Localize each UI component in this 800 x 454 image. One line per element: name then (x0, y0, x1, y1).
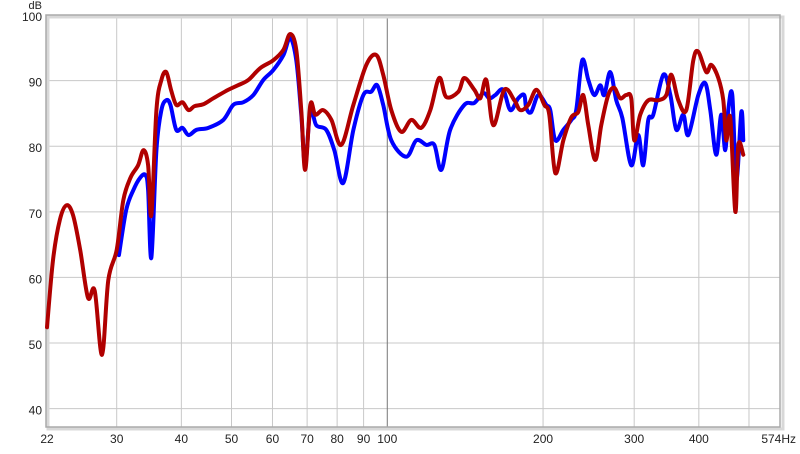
x-tick-label: 574Hz (761, 432, 796, 446)
y-tick-label: 80 (29, 141, 43, 155)
y-tick-label: 50 (29, 338, 43, 352)
y-tick-label: 70 (29, 207, 43, 221)
x-tick-label: 60 (266, 432, 280, 446)
x-tick-label: 300 (624, 432, 644, 446)
x-tick-label: 80 (330, 432, 344, 446)
plot-frame-shadow (46, 15, 785, 431)
y-tick-label: 40 (29, 404, 43, 418)
x-tick-label: 100 (377, 432, 397, 446)
plot-frame (45, 14, 781, 428)
series-line-blue (116, 35, 746, 260)
x-tick-label: 40 (175, 432, 189, 446)
x-tick-label: 70 (300, 432, 314, 446)
x-tick-label: 30 (110, 432, 124, 446)
series-line-red (45, 32, 746, 357)
x-tick-label: 50 (225, 432, 239, 446)
x-tick-label: 90 (357, 432, 371, 446)
x-tick-labels: 22 30 40 50 60 70 80 90 100 200 300 400 574Hz (40, 432, 796, 446)
series-group (45, 32, 746, 357)
y-tick-label: 90 (29, 76, 43, 90)
x-tick-label: 400 (689, 432, 709, 446)
x-tick-label: 200 (533, 432, 553, 446)
y-tick-label: 60 (29, 272, 43, 286)
x-tick-label: 22 (40, 432, 54, 446)
y-tick-labels: 40 50 60 70 80 90 100 (22, 10, 42, 418)
y-axis-label: dB (29, 0, 42, 12)
y-tick-label: 100 (22, 10, 42, 24)
